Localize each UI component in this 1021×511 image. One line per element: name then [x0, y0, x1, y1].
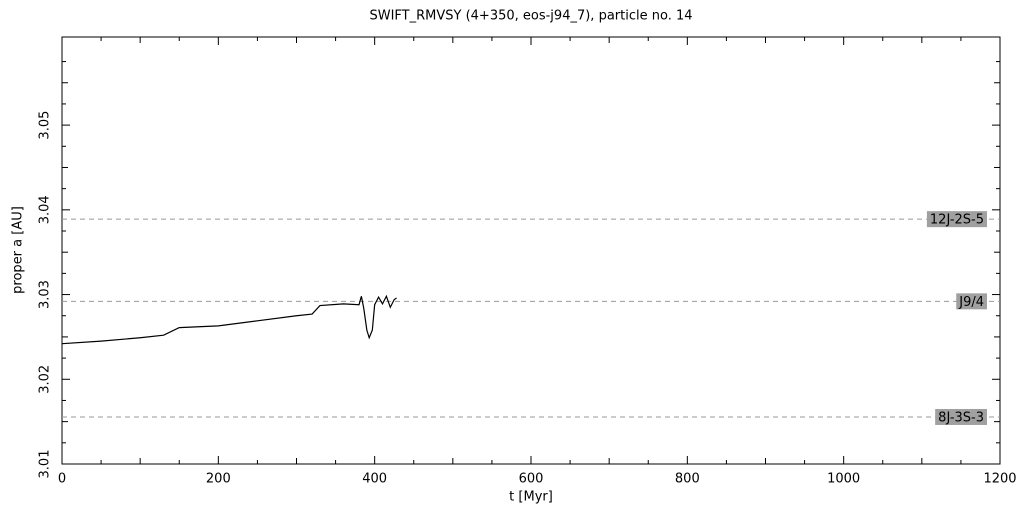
- x-tick-label: 1200: [983, 472, 1016, 487]
- plot-frame: [61, 36, 1001, 465]
- resonance-label-box: [926, 211, 987, 228]
- chart-title: SWIFT_RMVSY (4+350, eos-j94_7), particle…: [369, 9, 692, 24]
- resonance-label: 12J-2S-5: [930, 213, 984, 228]
- resonance-label-box: [935, 408, 987, 425]
- x-tick-label: 0: [58, 472, 66, 487]
- x-tick-label: 600: [519, 472, 544, 487]
- resonance-label: 8J-3S-3: [938, 410, 984, 425]
- resonance-label: J9/4: [958, 295, 984, 310]
- y-tick-label: 3.03: [38, 280, 53, 309]
- y-tick-label: 3.04: [38, 195, 53, 224]
- data-line: [61, 294, 397, 345]
- x-tick-label: 400: [362, 472, 387, 487]
- x-tick-label: 200: [206, 472, 231, 487]
- resonance-label-box: [956, 293, 987, 310]
- x-tick-label: 1000: [827, 472, 860, 487]
- y-axis-label: proper a [AU]: [11, 206, 26, 294]
- y-tick-label: 3.01: [38, 450, 53, 479]
- y-tick-label: 3.02: [38, 365, 53, 394]
- x-axis-label: t [Myr]: [509, 490, 553, 505]
- x-tick-label: 800: [675, 472, 700, 487]
- y-tick-label: 3.05: [38, 111, 53, 140]
